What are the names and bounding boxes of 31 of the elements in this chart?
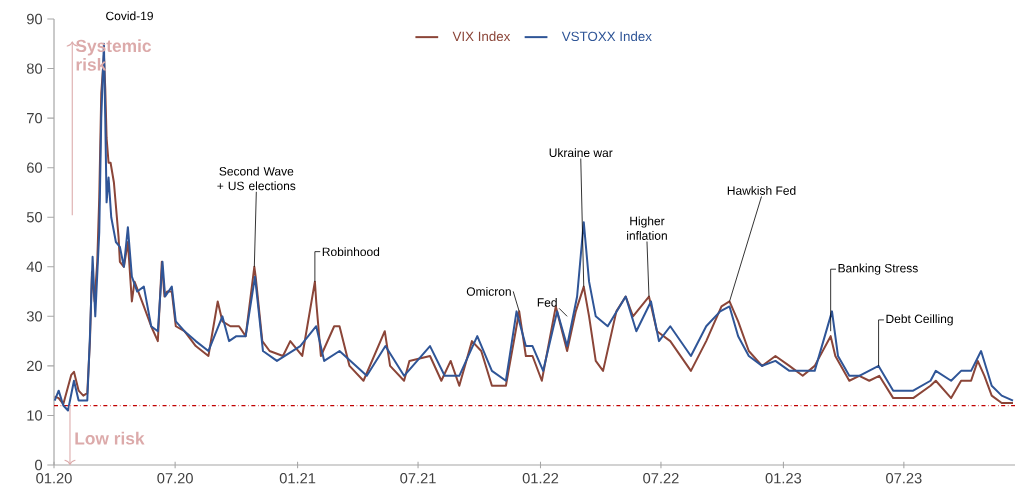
annotation: Fed <box>537 297 557 307</box>
y-tick-label: 10 <box>27 410 43 421</box>
y-tick-label: 80 <box>26 63 43 74</box>
x-tick-label: 07.23 <box>886 473 922 484</box>
legend-label: VIX Index <box>452 31 511 42</box>
x-tick-label: 01.22 <box>522 473 559 484</box>
x-tick-label: 01.20 <box>36 473 72 484</box>
annotation: Ukraine war <box>549 148 613 158</box>
y-tick-label: 40 <box>26 261 43 272</box>
x-tick-label: 01.23 <box>765 473 802 484</box>
annotation: Higher inflation <box>627 216 667 240</box>
annotation: Covid-19 <box>106 11 153 21</box>
y-tick-label: 50 <box>26 212 43 223</box>
x-tick-label: 07.20 <box>157 473 193 484</box>
y-tick-label: 60 <box>27 162 43 173</box>
annotation: Omicron <box>466 286 511 296</box>
y-tick-label: 20 <box>27 360 43 372</box>
annotation: Second Wave + US elections <box>217 166 296 191</box>
y-tick-label: 30 <box>26 311 43 322</box>
x-tick-label: 07.21 <box>400 473 436 484</box>
legend-label: VSTOXX Index <box>561 31 652 42</box>
annotation: Low risk <box>75 431 145 445</box>
annotation: Hawkish Fed <box>727 186 796 195</box>
annotation: Robinhood <box>322 247 380 257</box>
annotation: Debt Ceilling <box>886 314 953 326</box>
annotation: Banking Stress <box>838 263 918 275</box>
y-tick-label: 0 <box>35 459 43 471</box>
x-tick-label: 07.22 <box>643 473 679 484</box>
x-tick-label: 01.21 <box>279 473 316 484</box>
y-tick-label: 70 <box>27 112 43 124</box>
y-tick-label: 90 <box>27 13 43 25</box>
